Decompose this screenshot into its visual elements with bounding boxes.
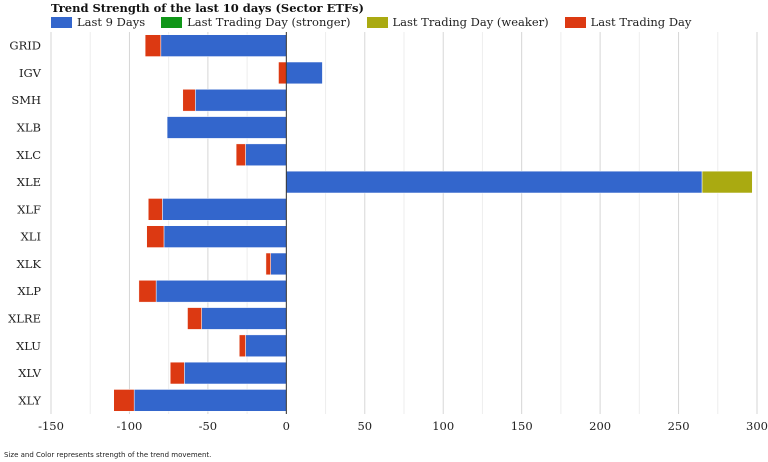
bar-xlv-series-3[interactable] [169, 361, 185, 385]
y-tick-label-xle: XLE [17, 175, 41, 189]
bar-xlf-series-3[interactable] [148, 198, 163, 221]
bar-xlre-series-0[interactable] [201, 307, 287, 330]
y-tick-label-xlv: XLV [18, 366, 41, 380]
x-tick-label: -50 [199, 419, 218, 433]
x-tick-label: 200 [589, 419, 611, 433]
bar-xlu-series-3[interactable] [239, 334, 246, 357]
bar-igv-series-3[interactable] [278, 61, 287, 85]
bar-smh-series-3[interactable] [182, 89, 196, 112]
y-tick-label-xlre: XLRE [8, 312, 41, 326]
y-tick-label-xlf: XLF [17, 202, 41, 216]
legend-item-last-day[interactable]: Last Trading Day [564, 15, 692, 29]
legend-swatch-last-day-weaker [366, 16, 388, 28]
x-tick-label: 100 [432, 419, 454, 433]
x-tick-label: 300 [746, 419, 768, 433]
y-tick-label-xlk: XLK [17, 257, 42, 271]
chart-title: Trend Strength of the last 10 days (Sect… [51, 1, 364, 15]
bar-xly-series-0[interactable] [133, 389, 287, 412]
bar-igv-series-0[interactable] [286, 61, 323, 85]
y-tick-label-smh: SMH [11, 93, 41, 107]
bar-grid-series-3[interactable] [144, 34, 162, 57]
legend-item-last-day-stronger[interactable]: Last Trading Day (stronger) [161, 15, 351, 29]
y-tick-label-xlc: XLC [16, 148, 41, 162]
bars [113, 34, 753, 412]
y-tick-label-igv: IGV [19, 66, 42, 80]
legend-swatch-last-9-days [51, 16, 72, 28]
bar-xli-series-0[interactable] [163, 225, 287, 248]
bar-smh-series-0[interactable] [195, 89, 287, 112]
y-tick-label-grid: GRID [9, 39, 41, 53]
bar-xle-series-2[interactable] [701, 170, 753, 194]
bar-xlu-series-0[interactable] [245, 334, 287, 357]
legend-label-last-day: Last Trading Day [590, 15, 692, 29]
y-tick-label-xlp: XLP [17, 284, 41, 298]
x-tick-label: 250 [668, 419, 690, 433]
bar-xlk-series-0[interactable] [270, 252, 287, 276]
legend-label-last-day-stronger: Last Trading Day (stronger) [187, 15, 351, 29]
bar-xlv-series-0[interactable] [184, 361, 287, 385]
y-tick-label-xli: XLI [21, 230, 41, 244]
x-tick-label: 150 [511, 419, 533, 433]
bar-xly-series-3[interactable] [113, 389, 135, 412]
chart-legend: Last 9 Days Last Trading Day (stronger) … [51, 15, 691, 29]
bar-xlb-series-0[interactable] [166, 116, 287, 139]
bar-xle-series-0[interactable] [286, 170, 703, 194]
chart-footnote: Size and Color represents strength of th… [4, 451, 212, 459]
bar-xlk-series-3[interactable] [265, 252, 271, 276]
x-tick-label: 50 [357, 419, 372, 433]
bar-xlp-series-0[interactable] [155, 280, 287, 303]
legend-swatch-last-day-stronger [161, 16, 183, 28]
bar-xlf-series-0[interactable] [162, 198, 287, 221]
gridlines [50, 32, 758, 414]
x-tick-label: 0 [283, 419, 290, 433]
axes: GRID IGV SMH XLB XLC XLE XLF XLI XLK XLP XLRE XLU XL… [8, 32, 768, 433]
bar-xlp-series-3[interactable] [138, 280, 157, 303]
legend-label-last-9-days: Last 9 Days [77, 15, 146, 29]
bar-xlre-series-3[interactable] [187, 307, 202, 330]
legend-item-last-day-weaker[interactable]: Last Trading Day (weaker) [366, 15, 549, 29]
y-tick-label-xlu: XLU [16, 339, 41, 353]
y-tick-label-xly: XLY [18, 393, 41, 407]
legend-item-last-9-days[interactable]: Last 9 Days [51, 15, 145, 29]
x-tick-label: -150 [38, 419, 64, 433]
x-tick-label: -100 [117, 419, 143, 433]
y-tick-label-xlb: XLB [17, 121, 41, 135]
bar-xlc-series-3[interactable] [235, 143, 246, 166]
legend-label-last-day-weaker: Last Trading Day (weaker) [392, 15, 549, 29]
bar-xlc-series-0[interactable] [245, 143, 287, 166]
bar-xli-series-3[interactable] [146, 225, 165, 248]
bar-grid-series-0[interactable] [160, 34, 287, 57]
legend-swatch-last-day [564, 16, 586, 28]
